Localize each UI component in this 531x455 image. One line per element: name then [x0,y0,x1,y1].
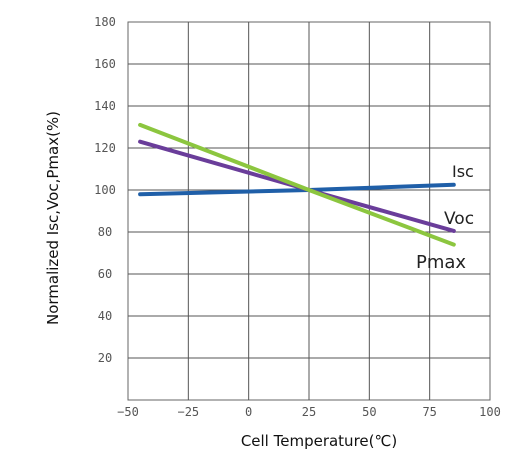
x-axis-title: Cell Temperature(℃) [241,432,397,450]
series-line-pmax [138,122,456,247]
tick-labels: −50 −25 0 25 50 75 100 20 40 60 80 100 120 140 160 180 [94,15,501,419]
y-tick-label: 80 [98,225,112,239]
x-tick-label: 25 [302,405,316,419]
series-labels: Isc Voc Pmax [416,162,474,273]
y-tick-label: 100 [94,183,116,197]
x-tick-label: 100 [479,405,501,419]
series-label-pmax: Pmax [416,252,466,273]
series-label-isc: Isc [452,162,474,181]
x-tick-label: −50 [117,405,139,419]
y-tick-label: 120 [94,141,116,155]
x-tick-label: −25 [177,405,199,419]
y-tick-label: 140 [94,99,116,113]
y-axis-title: Normalized Isc,Voc,Pmax(%) [44,111,62,325]
x-tick-label: 75 [422,405,436,419]
series-label-voc: Voc [444,209,474,229]
x-tick-label: 50 [362,405,376,419]
series-lines [138,122,456,247]
y-tick-label: 20 [98,351,112,365]
y-tick-label: 60 [98,267,112,281]
grid [127,21,491,401]
y-tick-label: 40 [98,309,112,323]
y-tick-label: 180 [94,15,116,29]
x-tick-label: 0 [245,405,252,419]
y-tick-label: 160 [94,57,116,71]
